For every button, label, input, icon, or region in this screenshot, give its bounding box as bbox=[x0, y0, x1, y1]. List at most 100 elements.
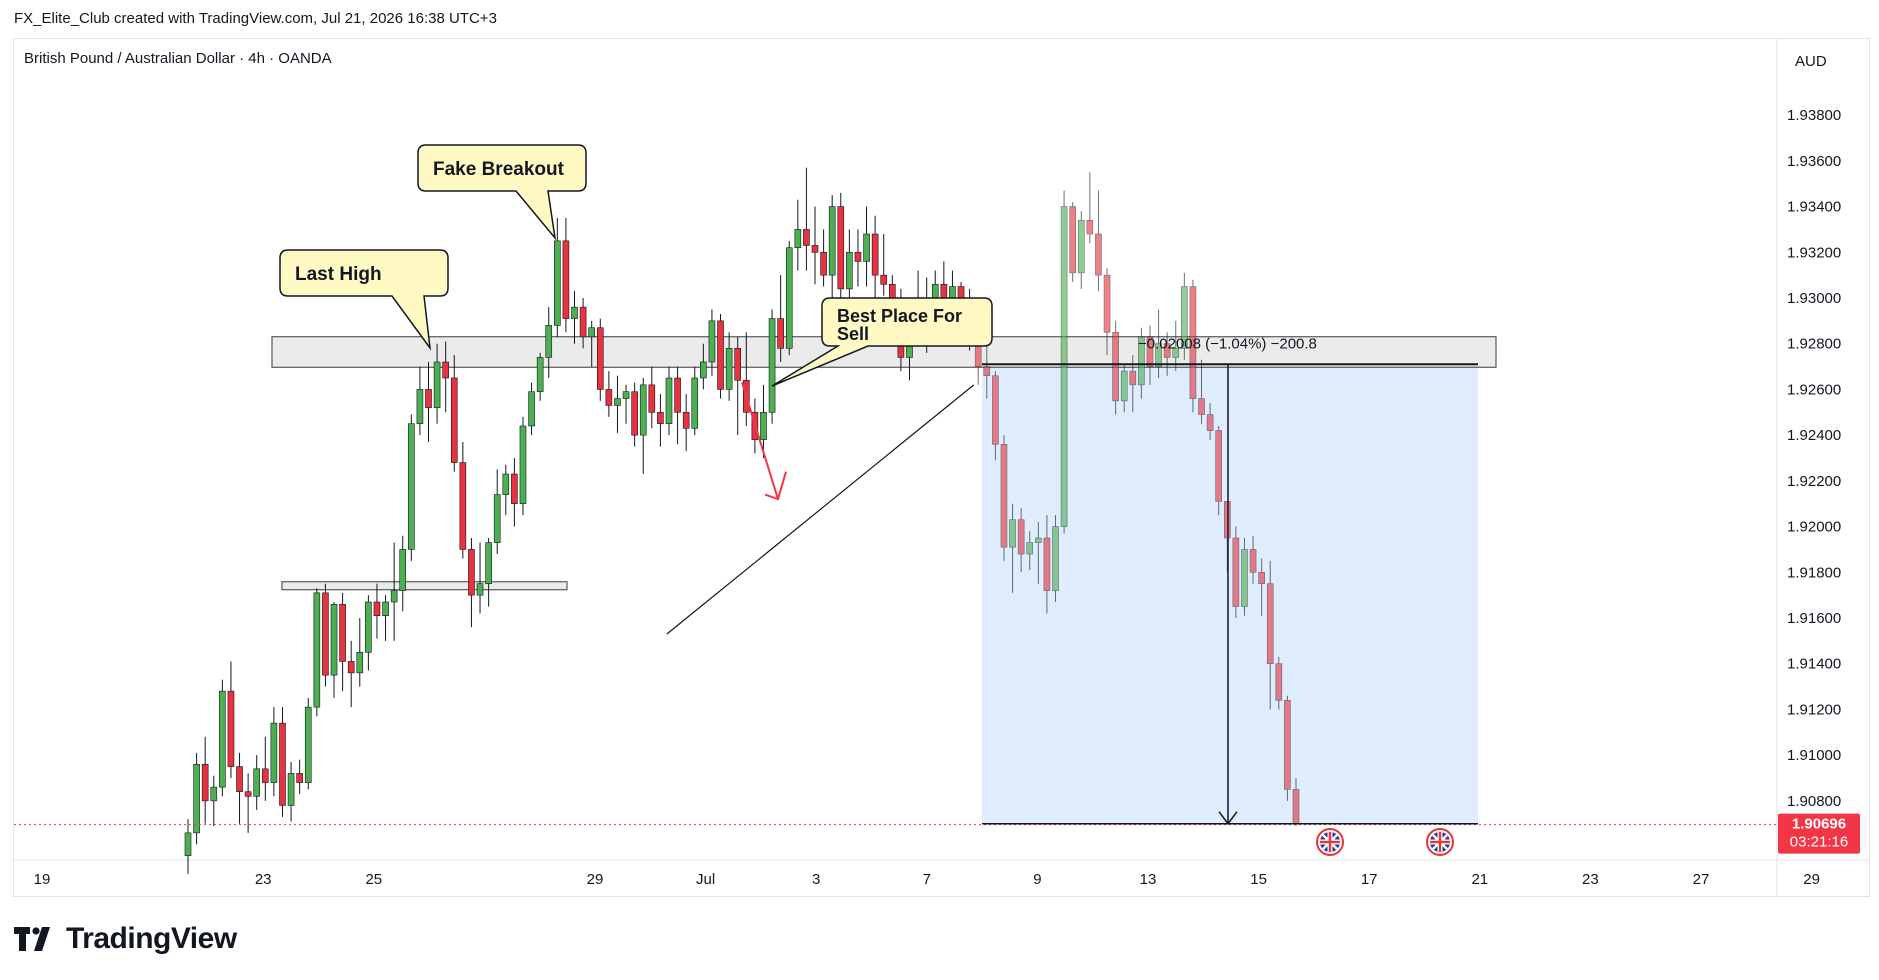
candle-48[interactable] bbox=[596, 318, 604, 401]
candle-3[interactable] bbox=[210, 775, 218, 826]
candle-43[interactable] bbox=[554, 218, 561, 337]
candle-29[interactable] bbox=[433, 343, 441, 424]
uk-flag-icon[interactable] bbox=[1426, 828, 1454, 856]
candle-96[interactable] bbox=[1009, 503, 1016, 593]
candle-67[interactable] bbox=[760, 384, 767, 458]
candle-124[interactable] bbox=[1249, 535, 1257, 584]
candle-93[interactable] bbox=[983, 343, 991, 399]
candle-69[interactable] bbox=[777, 275, 784, 362]
candle-61[interactable] bbox=[708, 309, 716, 376]
candle-12[interactable] bbox=[287, 762, 295, 822]
candle-57[interactable] bbox=[674, 366, 681, 445]
callout-best-place[interactable]: Best Place For Sell bbox=[771, 297, 993, 387]
candle-53[interactable] bbox=[639, 378, 647, 474]
candle-116[interactable] bbox=[1181, 272, 1188, 360]
candle-56[interactable] bbox=[665, 366, 673, 436]
candle-106[interactable] bbox=[1095, 190, 1102, 292]
candle-21[interactable] bbox=[365, 595, 372, 671]
candle-40[interactable] bbox=[528, 382, 535, 436]
candle-104[interactable] bbox=[1077, 211, 1085, 289]
candle-15[interactable] bbox=[313, 588, 321, 717]
candle-39[interactable] bbox=[519, 416, 527, 516]
target-zone[interactable] bbox=[982, 364, 1478, 824]
sell-arrow[interactable] bbox=[741, 382, 779, 500]
candle-118[interactable] bbox=[1198, 359, 1205, 424]
candle-62[interactable] bbox=[717, 314, 724, 399]
candle-120[interactable] bbox=[1215, 426, 1222, 516]
candle-117[interactable] bbox=[1189, 279, 1197, 413]
candle-70[interactable] bbox=[785, 240, 793, 356]
candle-122[interactable] bbox=[1232, 526, 1240, 618]
candle-36[interactable] bbox=[493, 469, 501, 554]
candle-94[interactable] bbox=[992, 371, 999, 461]
candle-108[interactable] bbox=[1112, 320, 1119, 415]
candle-63[interactable] bbox=[725, 332, 733, 401]
candle-71[interactable] bbox=[794, 199, 802, 271]
candle-34[interactable] bbox=[476, 542, 484, 614]
candle-119[interactable] bbox=[1206, 403, 1214, 440]
candle-42[interactable] bbox=[545, 307, 553, 378]
candle-14[interactable] bbox=[304, 698, 312, 790]
candle-49[interactable] bbox=[605, 371, 613, 417]
candle-13[interactable] bbox=[296, 759, 303, 794]
candle-73[interactable] bbox=[811, 206, 819, 285]
candle-30[interactable] bbox=[442, 341, 449, 413]
candle-114[interactable] bbox=[1163, 332, 1171, 376]
candle-19[interactable] bbox=[347, 640, 355, 708]
candle-11[interactable] bbox=[279, 707, 286, 817]
candle-5[interactable] bbox=[227, 661, 235, 778]
candle-113[interactable] bbox=[1155, 309, 1162, 378]
price-chart[interactable]: AUD 1.938001.936001.934001.932001.930001… bbox=[0, 0, 1879, 900]
candle-31[interactable] bbox=[450, 355, 458, 472]
candle-28[interactable] bbox=[425, 362, 432, 442]
symbol-title[interactable]: British Pound / Australian Dollar · 4h ·… bbox=[24, 50, 332, 67]
candle-103[interactable] bbox=[1069, 202, 1076, 282]
candle-74[interactable] bbox=[820, 229, 827, 287]
candle-37[interactable] bbox=[502, 464, 510, 516]
uk-flag-icon[interactable] bbox=[1316, 828, 1344, 856]
candle-127[interactable] bbox=[1275, 656, 1283, 710]
callout-last-high[interactable]: Last High bbox=[279, 249, 449, 351]
candle-72[interactable] bbox=[803, 167, 810, 271]
candle-17[interactable] bbox=[330, 602, 338, 698]
currency-label[interactable]: AUD bbox=[1795, 53, 1827, 70]
candle-123[interactable] bbox=[1241, 538, 1248, 616]
candle-20[interactable] bbox=[356, 618, 364, 687]
candle-115[interactable] bbox=[1172, 320, 1180, 372]
candle-75[interactable] bbox=[828, 195, 836, 298]
candle-10[interactable] bbox=[270, 707, 278, 797]
candle-45[interactable] bbox=[571, 291, 578, 344]
candle-27[interactable] bbox=[416, 366, 424, 436]
candle-105[interactable] bbox=[1086, 172, 1094, 244]
candle-6[interactable] bbox=[236, 752, 243, 824]
candle-18[interactable] bbox=[339, 592, 346, 692]
candle-79[interactable] bbox=[863, 206, 870, 287]
candle-44[interactable] bbox=[562, 218, 570, 333]
candle-100[interactable] bbox=[1043, 515, 1051, 614]
candle-1[interactable] bbox=[193, 752, 200, 845]
candle-107[interactable] bbox=[1103, 268, 1111, 356]
candle-2[interactable] bbox=[201, 736, 209, 824]
candle-81[interactable] bbox=[880, 234, 888, 296]
candle-52[interactable] bbox=[631, 382, 638, 447]
trendline[interactable] bbox=[666, 384, 975, 635]
tradingview-logo[interactable]: TradingView bbox=[14, 922, 237, 956]
candle-59[interactable] bbox=[691, 366, 699, 436]
candle-33[interactable] bbox=[468, 538, 475, 628]
callout-fake-breakout[interactable]: Fake Breakout bbox=[417, 144, 587, 241]
measure-label[interactable]: −0.02008 (−1.04%) −200.8 bbox=[1138, 336, 1317, 353]
candle-126[interactable] bbox=[1266, 560, 1274, 710]
candle-128[interactable] bbox=[1284, 695, 1291, 801]
candle-58[interactable] bbox=[682, 394, 690, 452]
candle-109[interactable] bbox=[1120, 364, 1128, 413]
candle-54[interactable] bbox=[648, 366, 656, 429]
candle-9[interactable] bbox=[262, 736, 269, 801]
candle-7[interactable] bbox=[244, 773, 252, 833]
candle-0[interactable] bbox=[184, 819, 192, 874]
candle-80[interactable] bbox=[871, 215, 879, 298]
candle-47[interactable] bbox=[588, 320, 595, 367]
support-zone[interactable] bbox=[281, 581, 568, 591]
candle-38[interactable] bbox=[511, 458, 518, 527]
candle-68[interactable] bbox=[768, 309, 776, 424]
candle-95[interactable] bbox=[1000, 435, 1008, 561]
